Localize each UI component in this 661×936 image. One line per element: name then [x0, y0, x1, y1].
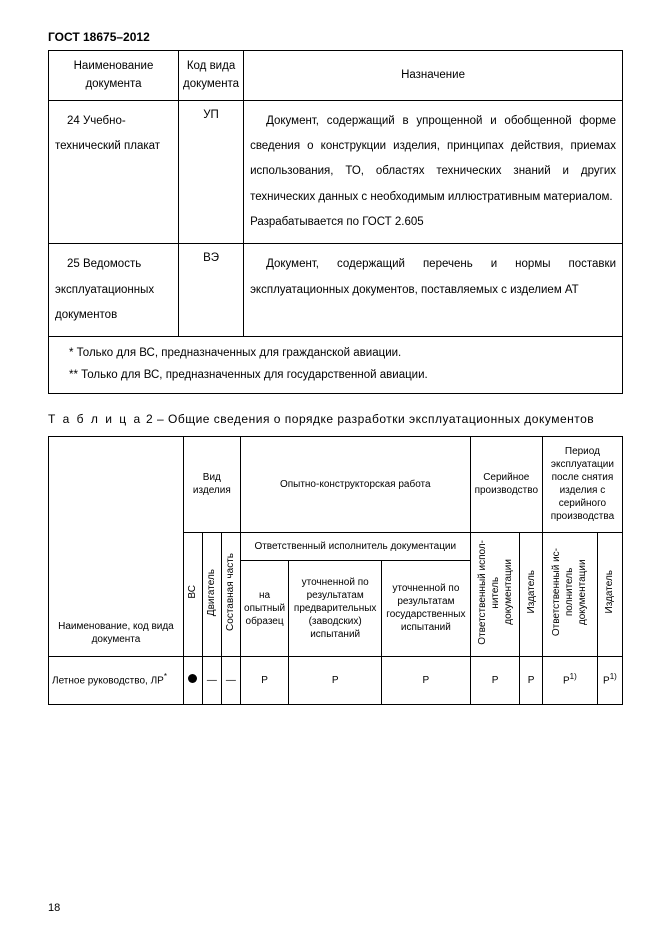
t2-ser-izd: Издатель: [520, 532, 543, 656]
t2-row-sost: —: [221, 656, 240, 704]
t1-h1: Наименование документа: [49, 51, 179, 101]
t2-row-dvig: —: [202, 656, 221, 704]
t1-r2-code: ВЭ: [179, 244, 244, 337]
vt-dv: Двигатель: [205, 565, 218, 620]
t2-row-na: Р: [240, 656, 289, 704]
vt-so1: Ответственный испол-нительдокументации: [476, 536, 515, 649]
t2-row-vs: [183, 656, 202, 704]
t2-vs: ВС: [183, 532, 202, 656]
t2-ut2: уточненной по результатам государственны…: [382, 560, 471, 656]
t1-h3: Назначение: [244, 51, 623, 101]
table-1: Наименование документа Код вида документ…: [48, 50, 623, 394]
vt-vs: ВС: [186, 581, 199, 603]
document-header: ГОСТ 18675–2012: [48, 30, 623, 44]
t1-r1-d2: Разрабатывается по ГОСТ 2.605: [250, 216, 424, 228]
t1-r1-name: 24 Учебно-технический плакат: [49, 100, 179, 243]
t2-h-okr: Опытно-конструкторская работа: [240, 436, 470, 532]
t2-h-ser: Серийное производство: [470, 436, 542, 532]
t2-row-perizd: Р1): [597, 656, 622, 704]
foot2: ** Только для ВС, предназначенных для го…: [69, 369, 428, 381]
t1-r1-d1: Документ, содержащий в упрощенной и обоб…: [250, 115, 616, 203]
table-2: Наименование, код вида документа Вид изд…: [48, 436, 623, 705]
t2-ser-otv: Ответственный испол-нительдокументации: [470, 532, 520, 656]
t1-r1-desc: Документ, содержащий в упрощенной и обоб…: [244, 100, 623, 243]
t2-row-serizd: Р: [520, 656, 543, 704]
t2-per-izd: Издатель: [597, 532, 622, 656]
cap2a: Т а б л и ц а: [48, 412, 142, 426]
t2-h-name: Наименование, код вида документа: [49, 436, 184, 656]
t2-ut1: уточненной по результатам предварительны…: [289, 560, 382, 656]
dot-icon: [188, 674, 197, 683]
t1-footnotes: * Только для ВС, предназначенных для гра…: [49, 337, 623, 394]
t1-r1-code: УП: [179, 100, 244, 243]
t2-row-perotv: Р1): [542, 656, 597, 704]
t2-row-serotv: Р: [470, 656, 520, 704]
table2-caption: Т а б л и ц а 2 – Общие сведения о поряд…: [48, 412, 623, 426]
t2-sost: Составная часть: [221, 532, 240, 656]
t2-dvig: Двигатель: [202, 532, 221, 656]
foot1: * Только для ВС, предназначенных для гра…: [69, 347, 401, 359]
vt-so: Составная часть: [224, 549, 237, 635]
t2-row-ut2: Р: [382, 656, 471, 704]
cap2b: 2 – Общие сведения о порядке разработки …: [142, 412, 594, 426]
t1-r2-name: 25 Ведомость эксплуатационных документов: [49, 244, 179, 337]
page-number: 18: [48, 902, 60, 914]
t1-h2: Код вида документа: [179, 51, 244, 101]
vt-iz2: Издатель: [603, 566, 616, 617]
vt-iz1: Издатель: [525, 566, 538, 617]
t2-h-otv: Ответственный исполнитель документации: [240, 532, 470, 560]
vt-po1: Ответственный ис-полнительдокументации: [550, 544, 589, 640]
t2-h-per: Период эксплуатации после снятия изделия…: [542, 436, 622, 532]
t2-h-vid: Вид изделия: [183, 436, 240, 532]
t2-row-name: Летное руководство, ЛР*: [49, 656, 184, 704]
t1-r2-desc: Документ, содержащий перечень и нормы по…: [244, 244, 623, 337]
t2-row-ut1: Р: [289, 656, 382, 704]
t2-per-otv: Ответственный ис-полнительдокументации: [542, 532, 597, 656]
t2-na: на опытный образец: [240, 560, 289, 656]
